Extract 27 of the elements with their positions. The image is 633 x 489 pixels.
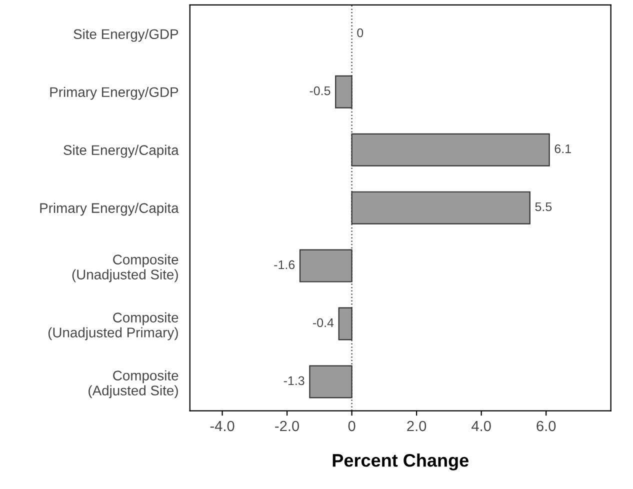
bar: [335, 75, 352, 108]
x-tick-label: 0: [348, 420, 356, 432]
bar: [351, 133, 550, 166]
data-label: -0.5: [310, 86, 330, 96]
bar: [351, 191, 530, 224]
bar: [338, 307, 352, 340]
data-label: 6.1: [554, 144, 571, 154]
y-tick-label: Primary Energy/Capita: [40, 202, 179, 216]
x-axis-title: Percent Change: [332, 454, 468, 470]
x-tick-label: 6.0: [536, 420, 556, 432]
y-tick-label: Site Energy/GDP: [74, 28, 178, 42]
bar: [299, 249, 352, 282]
bar: [309, 365, 352, 398]
data-label: -1.3: [284, 376, 304, 386]
x-tick-label: -4.0: [210, 420, 234, 432]
y-tick-label: Primary Energy/GDP: [50, 86, 178, 100]
y-tick-label: Composite (Unadjusted Primary): [48, 312, 178, 340]
data-label: -0.4: [313, 318, 334, 328]
data-label: 0: [357, 28, 364, 38]
y-tick-label: Composite (Adjusted Site): [88, 370, 178, 398]
x-tick-label: -2.0: [275, 420, 300, 432]
data-label: -1.6: [274, 260, 295, 270]
y-tick-label: Composite (Unadjusted Site): [72, 254, 178, 282]
x-tick-label: 2.0: [407, 420, 426, 432]
data-label: 5.5: [535, 202, 552, 212]
x-tick-label: 4.0: [472, 420, 491, 432]
y-tick-label: Site Energy/Capita: [64, 144, 179, 158]
